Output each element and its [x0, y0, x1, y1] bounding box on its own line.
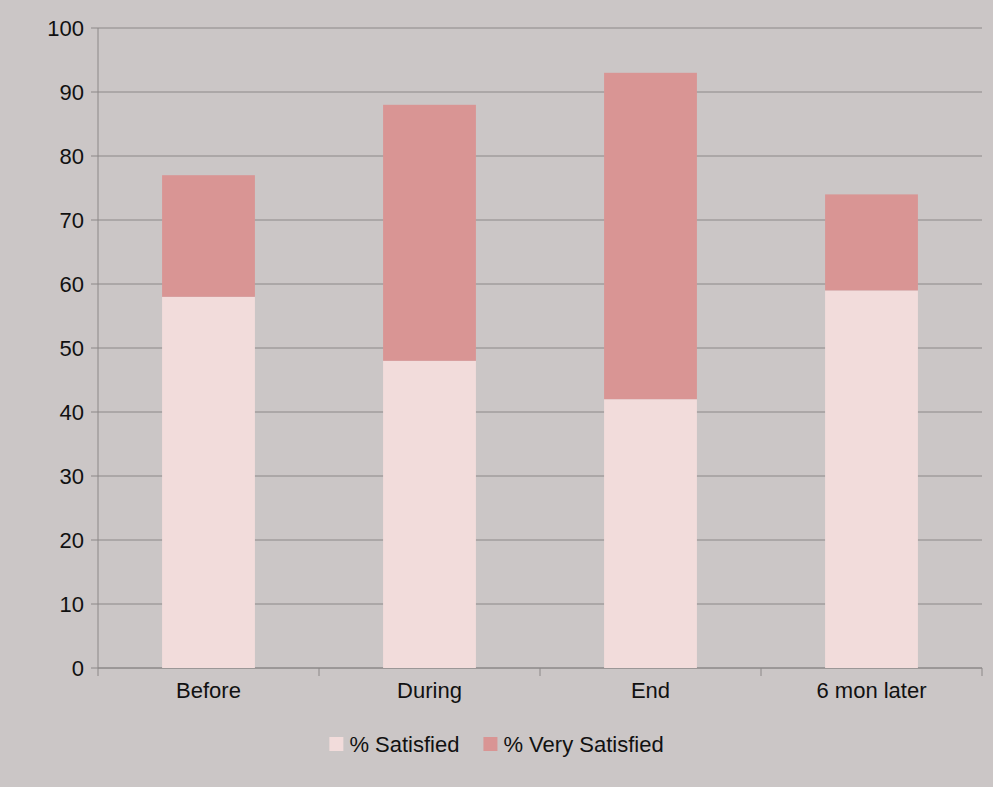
legend-label: % Very Satisfied — [503, 732, 663, 757]
y-tick — [91, 156, 98, 157]
y-tick — [91, 92, 98, 93]
y-tick-label: 0 — [72, 656, 84, 681]
grid-line — [98, 28, 982, 29]
bar — [825, 194, 918, 290]
legend-swatch — [329, 737, 343, 751]
y-tick — [91, 28, 98, 29]
bar — [604, 399, 697, 668]
x-tick-label: Before — [176, 678, 241, 703]
x-tick-label: During — [397, 678, 462, 703]
y-tick — [91, 412, 98, 413]
bar — [162, 175, 255, 297]
bar — [825, 290, 918, 668]
y-tick-label: 10 — [60, 592, 84, 617]
legend-swatch — [483, 737, 497, 751]
y-tick-label: 100 — [47, 16, 84, 41]
y-tick — [91, 348, 98, 349]
x-tick — [319, 668, 320, 676]
x-tick — [982, 668, 983, 676]
y-tick-label: 20 — [60, 528, 84, 553]
grid-line — [98, 92, 982, 93]
bar — [383, 105, 476, 361]
background — [0, 0, 993, 787]
y-tick — [91, 476, 98, 477]
grid-line — [98, 156, 982, 157]
bar — [162, 297, 255, 668]
page: {"chart_data": {"type": "bar", "stacked"… — [0, 0, 993, 787]
x-tick — [761, 668, 762, 676]
y-tick — [91, 284, 98, 285]
y-tick — [91, 668, 98, 669]
y-tick-label: 90 — [60, 80, 84, 105]
y-tick — [91, 540, 98, 541]
y-tick — [91, 220, 98, 221]
chart: 0 10 20 30 40 50 60 70 80 90 100 Before During End 6 m… — [0, 0, 993, 787]
y-axis — [98, 28, 99, 668]
legend-label: % Satisfied — [349, 732, 459, 757]
y-tick-label: 70 — [60, 208, 84, 233]
bars — [162, 73, 918, 668]
x-tick-label: 6 mon later — [816, 678, 926, 703]
y-tick — [91, 604, 98, 605]
y-tick-label: 60 — [60, 272, 84, 297]
x-tick — [540, 668, 541, 676]
bar — [383, 361, 476, 668]
x-tick-label: End — [631, 678, 670, 703]
y-tick-label: 30 — [60, 464, 84, 489]
bar — [604, 73, 697, 399]
x-tick — [98, 668, 99, 676]
legend: % Satisfied % Very Satisfied — [329, 732, 663, 757]
y-tick-label: 80 — [60, 144, 84, 169]
y-tick-label: 50 — [60, 336, 84, 361]
y-tick-label: 40 — [60, 400, 84, 425]
